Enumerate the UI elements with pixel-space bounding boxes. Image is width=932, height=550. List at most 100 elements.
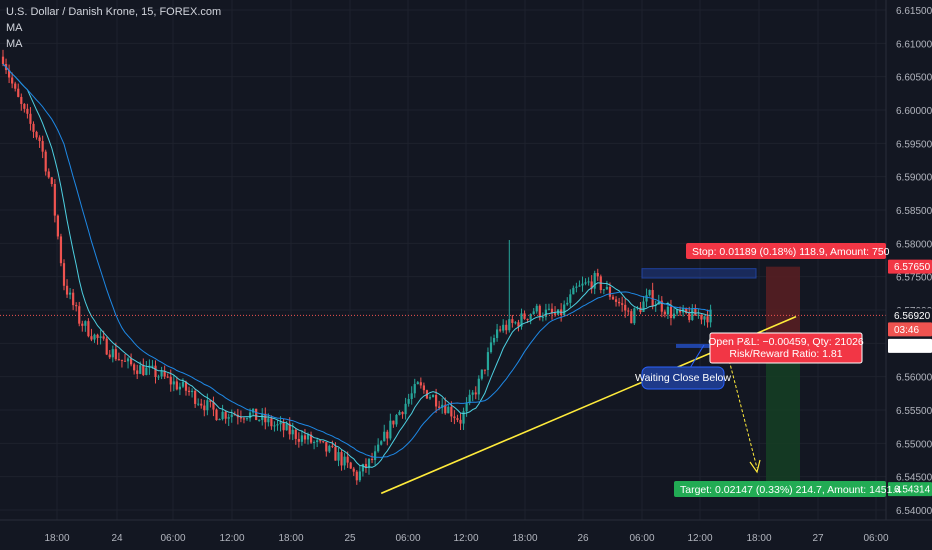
price-tick-label: 6.61500 — [896, 6, 932, 17]
candle-body — [587, 281, 590, 283]
candle-body — [541, 316, 544, 318]
candle — [672, 308, 676, 320]
candle — [520, 308, 523, 330]
target-zone — [766, 345, 800, 490]
candle-body — [11, 77, 14, 84]
entry-price-tag: 6.56461 — [888, 338, 932, 353]
target-price-tag-text: 6.54314 — [894, 485, 931, 496]
ma-indicator-2[interactable]: MA — [6, 38, 23, 50]
candle-body — [197, 403, 200, 405]
candle — [215, 408, 218, 421]
candle — [59, 233, 63, 267]
candle — [377, 438, 380, 453]
candle — [499, 325, 502, 333]
callout-bg — [641, 366, 725, 390]
candle — [133, 362, 136, 375]
candle-body — [590, 281, 593, 289]
price-tick-label: 6.58500 — [896, 206, 932, 217]
candle — [532, 308, 535, 315]
candle-body — [328, 445, 331, 452]
candle — [17, 83, 20, 98]
candle — [252, 408, 255, 416]
ma-indicator-1[interactable]: MA — [6, 22, 23, 34]
candle — [386, 429, 389, 446]
position-zones — [641, 266, 800, 490]
candle-body — [331, 445, 334, 447]
candle-body — [50, 177, 53, 185]
candle-body — [282, 422, 285, 431]
candle — [514, 321, 517, 325]
price-axis[interactable]: 6.61500 6.61000 6.60500 6.60000 6.59500 6.590… — [885, 0, 932, 550]
price-tick-label: 6.60000 — [896, 106, 932, 117]
candle-body — [355, 471, 358, 481]
candle-body — [163, 370, 166, 377]
candle-body — [309, 434, 313, 443]
candle-body — [166, 376, 169, 378]
candle — [517, 319, 520, 332]
candle-body — [389, 420, 392, 439]
candle-body — [279, 422, 282, 425]
candle-body — [660, 300, 663, 312]
candle-body — [422, 385, 425, 391]
candle-body — [502, 324, 505, 331]
candle-body — [252, 408, 255, 413]
candle-body — [291, 429, 294, 435]
candle-body — [486, 352, 490, 371]
candle — [688, 306, 691, 323]
stop-price-tag: 6.57650 — [888, 259, 932, 274]
candle-body — [428, 397, 432, 399]
candle — [593, 270, 596, 295]
symbol-title[interactable]: U.S. Dollar / Danish Krone, 15, FOREX.co… — [6, 6, 222, 18]
candle — [566, 297, 569, 306]
candle — [541, 312, 544, 322]
stop-price-tag-text: 6.57650 — [894, 262, 931, 273]
candle — [212, 396, 215, 417]
candle-body — [191, 390, 194, 393]
moving-averages — [2, 63, 711, 469]
time-tick-label: 18:00 — [746, 533, 771, 544]
callout-pointer — [689, 344, 705, 369]
candle-body — [447, 406, 450, 414]
candle — [47, 168, 50, 179]
candle — [181, 378, 185, 389]
candle-body — [145, 367, 148, 376]
time-tick-label: 12:00 — [219, 533, 244, 544]
candle-body — [105, 338, 108, 355]
candle-body — [123, 360, 127, 362]
time-tick-label: 06:00 — [160, 533, 185, 544]
candle — [56, 214, 59, 240]
candle — [337, 447, 340, 467]
candle — [694, 304, 697, 316]
candle — [703, 315, 706, 326]
candle — [264, 407, 267, 430]
candle — [480, 369, 483, 381]
candle — [456, 414, 459, 423]
pnl-label-text: Risk/Reward Ratio: 1.81 — [729, 348, 842, 360]
candle-body — [642, 301, 645, 312]
candle-body — [306, 434, 310, 440]
candle-body — [136, 370, 139, 374]
candle — [227, 413, 230, 426]
pnl-label-bg — [709, 332, 863, 364]
time-axis[interactable]: 18:00 24 06:00 12:00 18:00 25 06:00 12:00 18:00 2… — [0, 519, 932, 550]
candle — [584, 278, 587, 286]
candle-body — [550, 308, 554, 314]
price-tick-label: 6.59500 — [896, 139, 932, 150]
candle-body — [258, 419, 261, 421]
candle — [416, 380, 419, 385]
target-label-bg — [674, 481, 886, 497]
candle-body — [633, 308, 636, 324]
candle — [273, 421, 276, 432]
candle-body — [81, 323, 84, 326]
candle — [108, 349, 111, 360]
callout: Waiting Close Below — [635, 344, 731, 390]
price-tick-label: 6.60500 — [896, 73, 932, 84]
candle-body — [337, 452, 340, 461]
candle — [648, 289, 651, 297]
candle-body — [285, 423, 288, 431]
candle-body — [8, 70, 11, 78]
candle — [447, 403, 450, 414]
candle-body — [20, 96, 23, 104]
candle — [325, 442, 328, 457]
